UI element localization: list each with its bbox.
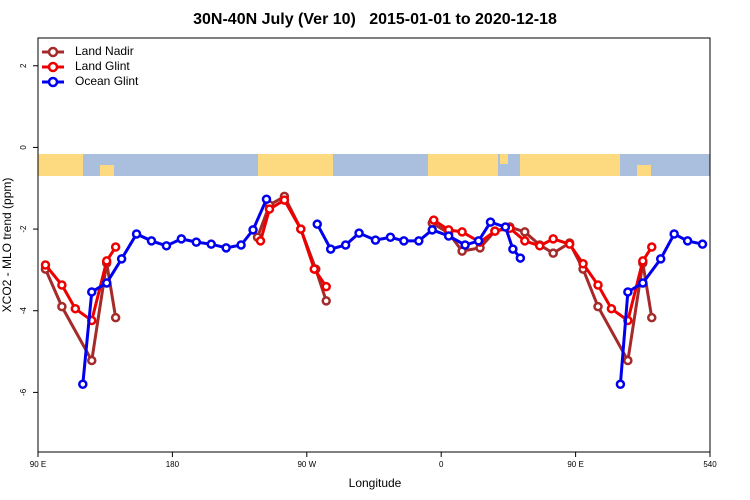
y-tick-label: -4 xyxy=(19,307,28,315)
point xyxy=(655,254,666,264)
series-line xyxy=(315,220,522,260)
point xyxy=(325,244,336,254)
point xyxy=(623,355,633,366)
point xyxy=(146,236,157,246)
plot-frame xyxy=(37,37,711,453)
point xyxy=(321,281,331,292)
map-strip xyxy=(38,154,710,176)
point xyxy=(370,235,381,245)
point xyxy=(490,226,500,236)
point xyxy=(110,312,121,323)
point xyxy=(457,227,467,237)
legend-marker xyxy=(47,76,59,88)
point xyxy=(87,355,97,366)
y-tick-label: 0 xyxy=(19,145,28,150)
point xyxy=(428,215,439,225)
point xyxy=(638,256,648,266)
point xyxy=(520,227,530,237)
point xyxy=(647,242,657,252)
y-tick-label: 2 xyxy=(19,63,28,68)
point xyxy=(354,228,364,238)
point xyxy=(427,225,437,235)
point xyxy=(593,301,603,312)
x-tick-label: 540 xyxy=(703,460,717,469)
point xyxy=(564,239,575,249)
point xyxy=(176,234,187,244)
point xyxy=(101,278,112,288)
point xyxy=(485,217,496,227)
x-tick-label: 90 W xyxy=(297,460,316,469)
point xyxy=(697,239,708,249)
point xyxy=(443,231,454,241)
point xyxy=(535,241,545,251)
point xyxy=(321,296,331,306)
point xyxy=(248,225,258,235)
point xyxy=(296,224,306,234)
point xyxy=(647,312,657,323)
point xyxy=(279,195,290,205)
point xyxy=(473,236,484,246)
point xyxy=(399,236,409,246)
point xyxy=(520,236,530,246)
point xyxy=(593,280,603,290)
point xyxy=(191,237,202,247)
point xyxy=(116,254,127,264)
point xyxy=(57,280,67,290)
point xyxy=(87,287,97,297)
x-tick-label: 90 E xyxy=(567,460,583,469)
point xyxy=(340,240,351,250)
legend-label: Ocean Glint xyxy=(75,74,139,88)
point xyxy=(255,236,266,246)
chart-title: 30N-40N July (Ver 10) 2015-01-01 to 2020… xyxy=(193,11,557,28)
point xyxy=(414,236,424,246)
point xyxy=(131,229,142,239)
y-tick-label: -6 xyxy=(19,388,28,396)
point xyxy=(500,222,511,232)
point xyxy=(548,248,558,258)
point xyxy=(78,379,88,389)
point xyxy=(385,232,396,242)
legend-label: Land Nadir xyxy=(75,44,134,58)
legend-marker xyxy=(47,61,59,73)
point xyxy=(57,301,67,312)
point xyxy=(515,253,526,263)
point xyxy=(548,234,558,244)
legend-marker xyxy=(47,46,59,58)
point xyxy=(261,194,272,205)
point xyxy=(606,303,617,314)
point xyxy=(615,379,626,389)
point xyxy=(508,244,518,254)
x-axis-label: Longitude xyxy=(349,476,402,490)
point xyxy=(221,243,231,253)
point xyxy=(70,303,81,314)
point xyxy=(264,204,275,214)
point xyxy=(40,260,51,270)
point xyxy=(236,240,246,250)
point xyxy=(101,256,112,266)
x-tick-label: 180 xyxy=(166,460,180,469)
point xyxy=(682,236,693,246)
x-tick-label: 90 E xyxy=(30,460,46,469)
y-axis-label: XCO2 - MLO trend (ppm) xyxy=(0,178,14,313)
x-tick-label: 0 xyxy=(439,460,444,469)
point xyxy=(312,219,323,229)
point xyxy=(161,241,172,251)
point xyxy=(669,229,679,239)
y-tick-label: -2 xyxy=(19,225,28,233)
point xyxy=(623,287,633,297)
series-line xyxy=(432,218,654,324)
legend-label: Land Glint xyxy=(75,59,130,73)
point xyxy=(110,242,121,252)
point xyxy=(206,239,216,249)
point xyxy=(578,259,588,269)
point xyxy=(309,264,320,274)
point xyxy=(638,278,648,288)
point xyxy=(460,240,470,250)
